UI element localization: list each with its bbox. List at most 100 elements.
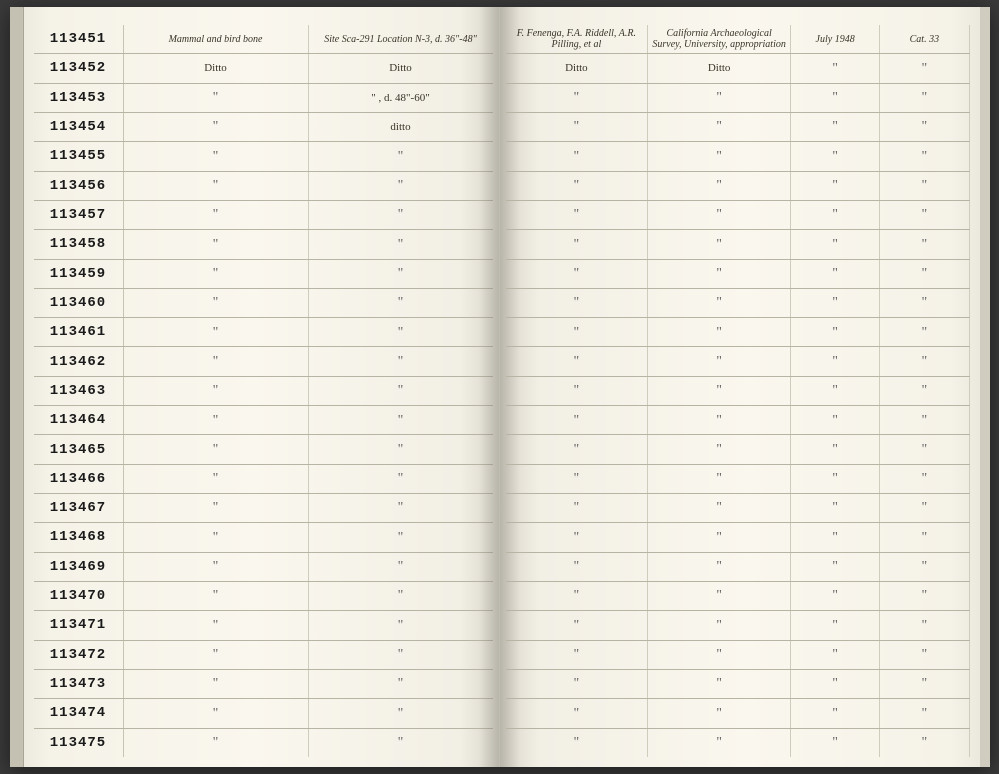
cells: """" bbox=[506, 611, 970, 639]
institution-cell: " bbox=[648, 172, 791, 200]
description-cell: Mammal and bird bone bbox=[124, 25, 309, 53]
description-cell: " bbox=[124, 641, 309, 669]
cells: "" bbox=[124, 523, 493, 551]
institution-cell: " bbox=[648, 406, 791, 434]
accession-cell: " bbox=[880, 260, 969, 288]
description-cell: Ditto bbox=[124, 54, 309, 82]
date-cell: " bbox=[791, 553, 880, 581]
catalog-number: 113456 bbox=[34, 172, 124, 200]
description-cell: " bbox=[124, 377, 309, 405]
locality-cell: Ditto bbox=[309, 54, 493, 82]
catalog-number: 113464 bbox=[34, 406, 124, 434]
catalog-number: 113454 bbox=[34, 113, 124, 141]
description-cell: " bbox=[124, 113, 309, 141]
ledger-row: """" bbox=[506, 347, 970, 376]
accession-cell: " bbox=[880, 230, 969, 258]
ledger-row: 113465"" bbox=[34, 435, 493, 464]
date-cell: " bbox=[791, 699, 880, 727]
collector-cell: " bbox=[506, 142, 649, 170]
institution-cell: " bbox=[648, 289, 791, 317]
accession-cell: " bbox=[880, 699, 969, 727]
cells: F. Fenenga, F.A. Riddell, A.R. Pilling, … bbox=[506, 25, 970, 53]
description-cell: " bbox=[124, 465, 309, 493]
collector-cell: " bbox=[506, 318, 649, 346]
description-cell: " bbox=[124, 84, 309, 112]
collector-cell: " bbox=[506, 465, 649, 493]
ledger-row: """" bbox=[506, 377, 970, 406]
ledger-row: 113454"ditto bbox=[34, 113, 493, 142]
cells: Mammal and bird boneSite Sca-291 Locatio… bbox=[124, 25, 493, 53]
ledger-row: """" bbox=[506, 465, 970, 494]
ledger-row: """" bbox=[506, 406, 970, 435]
ledger-row: """" bbox=[506, 260, 970, 289]
institution-cell: Ditto bbox=[648, 54, 791, 82]
cells: "" bbox=[124, 201, 493, 229]
collector-cell: " bbox=[506, 260, 649, 288]
cells: """" bbox=[506, 494, 970, 522]
description-cell: " bbox=[124, 670, 309, 698]
ledger-row: """" bbox=[506, 113, 970, 142]
cells: "" bbox=[124, 142, 493, 170]
locality-cell: " bbox=[309, 435, 493, 463]
accession-cell: " bbox=[880, 553, 969, 581]
date-cell: " bbox=[791, 142, 880, 170]
cells: """" bbox=[506, 201, 970, 229]
locality-cell: " bbox=[309, 611, 493, 639]
date-cell: " bbox=[791, 377, 880, 405]
collector-cell: " bbox=[506, 670, 649, 698]
ledger-row: """" bbox=[506, 142, 970, 171]
date-cell: " bbox=[791, 113, 880, 141]
accession-cell: " bbox=[880, 435, 969, 463]
locality-cell: " bbox=[309, 670, 493, 698]
cells: """" bbox=[506, 318, 970, 346]
catalog-number: 113471 bbox=[34, 611, 124, 639]
cells: "" bbox=[124, 670, 493, 698]
catalog-number: 113469 bbox=[34, 553, 124, 581]
cells: "" bbox=[124, 729, 493, 757]
description-cell: " bbox=[124, 729, 309, 757]
date-cell: " bbox=[791, 84, 880, 112]
cells: """" bbox=[506, 230, 970, 258]
description-cell: " bbox=[124, 142, 309, 170]
accession-cell: " bbox=[880, 641, 969, 669]
institution-cell: " bbox=[648, 318, 791, 346]
cells: DittoDitto bbox=[124, 54, 493, 82]
ledger-row: 113456"" bbox=[34, 172, 493, 201]
cells: "" bbox=[124, 435, 493, 463]
date-cell: " bbox=[791, 289, 880, 317]
locality-cell: " bbox=[309, 729, 493, 757]
page-edge-stack bbox=[10, 7, 24, 767]
institution-cell: " bbox=[648, 84, 791, 112]
collector-cell: " bbox=[506, 582, 649, 610]
ledger-row: 113451Mammal and bird boneSite Sca-291 L… bbox=[34, 25, 493, 54]
cells: "" bbox=[124, 172, 493, 200]
institution-cell: " bbox=[648, 641, 791, 669]
description-cell: " bbox=[124, 406, 309, 434]
ledger-row: """" bbox=[506, 230, 970, 259]
cells: "" bbox=[124, 641, 493, 669]
collector-cell: " bbox=[506, 347, 649, 375]
cells: """" bbox=[506, 406, 970, 434]
cells: """" bbox=[506, 670, 970, 698]
catalog-number: 113463 bbox=[34, 377, 124, 405]
locality-cell: " bbox=[309, 172, 493, 200]
cells: "" bbox=[124, 699, 493, 727]
cells: "ditto bbox=[124, 113, 493, 141]
cells: DittoDitto"" bbox=[506, 54, 970, 82]
cells: "" bbox=[124, 611, 493, 639]
collector-cell: Ditto bbox=[506, 54, 649, 82]
locality-cell: " bbox=[309, 260, 493, 288]
cells: """" bbox=[506, 523, 970, 551]
cells: "" bbox=[124, 318, 493, 346]
accession-cell: " bbox=[880, 289, 969, 317]
date-cell: " bbox=[791, 347, 880, 375]
locality-cell: " bbox=[309, 201, 493, 229]
institution-cell: " bbox=[648, 435, 791, 463]
catalog-number: 113460 bbox=[34, 289, 124, 317]
left-page: 113451Mammal and bird boneSite Sca-291 L… bbox=[10, 7, 500, 767]
ledger-row: 113471"" bbox=[34, 611, 493, 640]
institution-cell: " bbox=[648, 142, 791, 170]
collector-cell: " bbox=[506, 729, 649, 757]
cells: """" bbox=[506, 641, 970, 669]
cells: "" bbox=[124, 406, 493, 434]
